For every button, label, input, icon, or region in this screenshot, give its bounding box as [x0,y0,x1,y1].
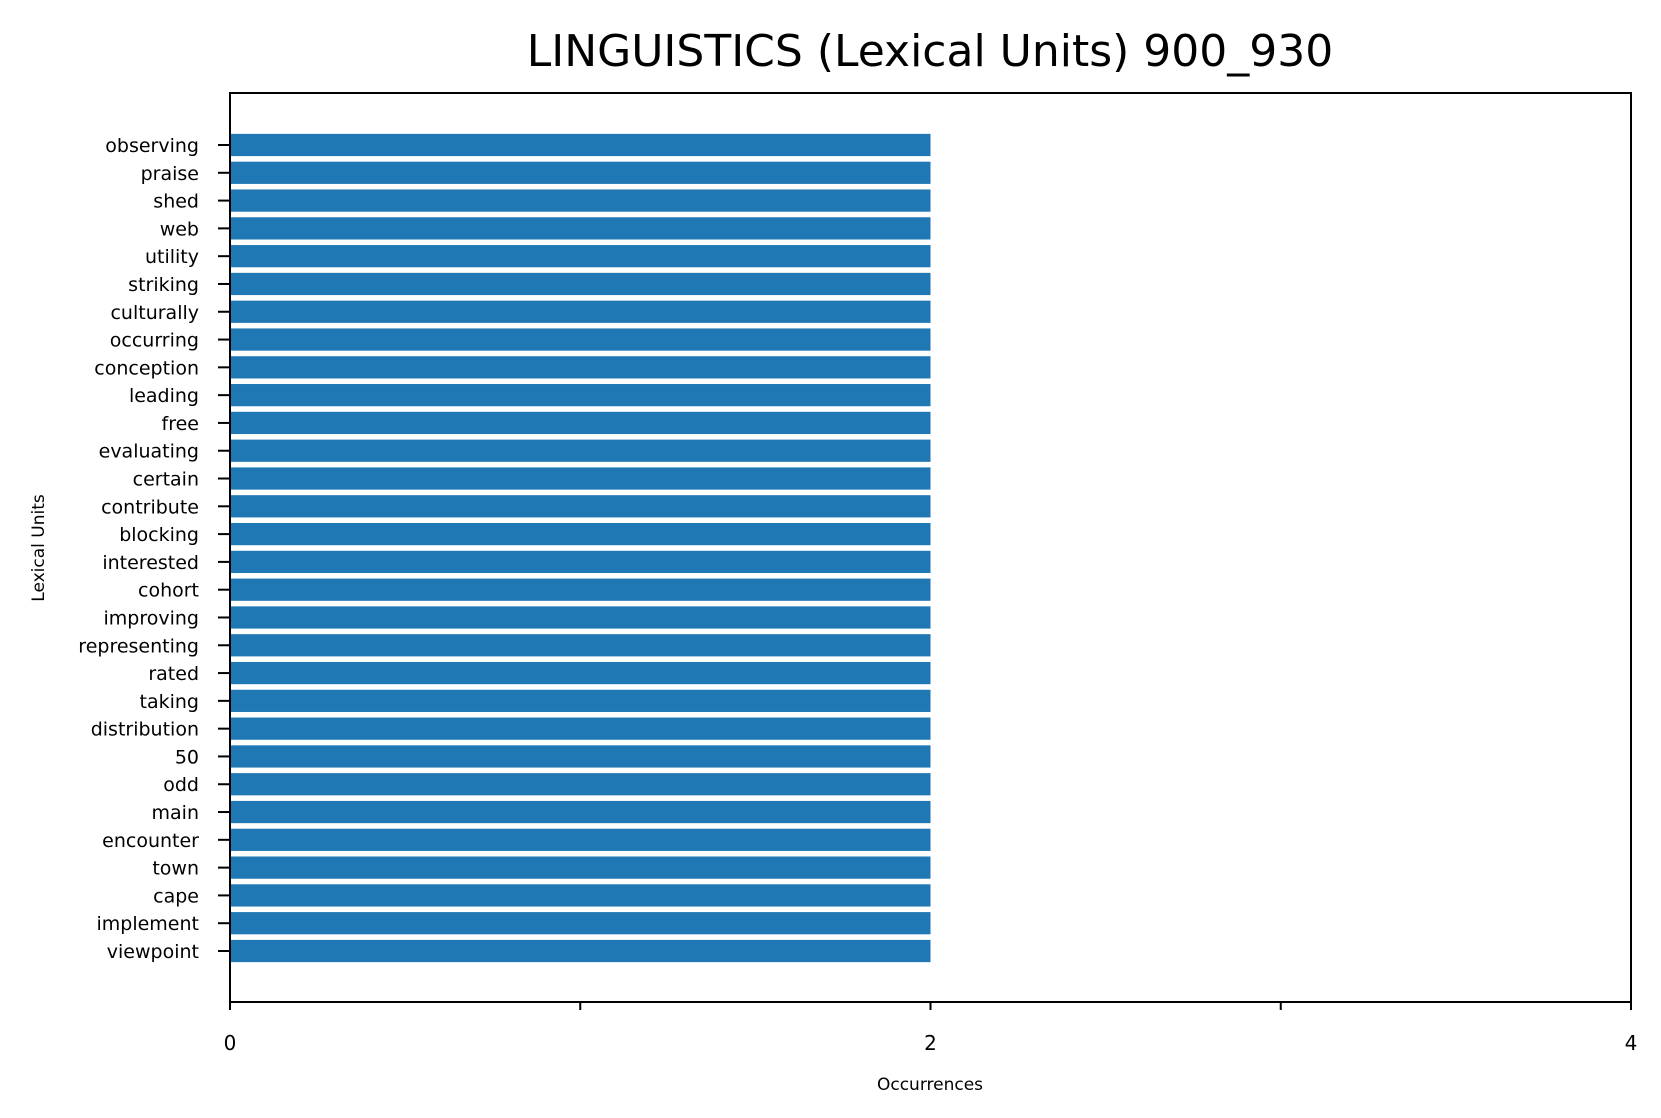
x-axis-ticks: 0 2 4 [224,1002,1638,1055]
bar-occurring [230,328,931,351]
bar-taking [230,689,931,712]
y-tick-label: rated [148,663,199,685]
y-tick-label: praise [141,163,199,185]
y-tick-label: leading [129,385,199,407]
y-tick-label: cape [153,885,199,907]
bar-cape [230,884,931,907]
bar-web [230,217,931,240]
bar-leading [230,384,931,407]
bar-praise [230,161,931,184]
y-tick-label: web [160,218,199,240]
bar-cohort [230,578,931,601]
y-tick-label: utility [145,246,199,268]
chart-title: LINGUISTICS (Lexical Units) 900_930 [527,26,1334,77]
y-tick-label: free [162,413,199,435]
y-tick-label: contribute [101,496,199,518]
y-tick-label: conception [94,357,199,379]
bar-implement [230,912,931,935]
bar-culturally [230,300,931,323]
bar-interested [230,550,931,574]
y-tick-label: town [152,858,199,880]
y-tick-label: 50 [175,746,199,768]
y-tick-label: odd [163,774,199,796]
bar-main [230,800,931,824]
bar-certain [230,467,931,490]
y-tick-label: viewpoint [107,941,199,963]
bar-utility [230,245,931,268]
plot-frame [229,92,1632,1003]
y-tick-label: main [152,802,199,824]
y-tick-label: improving [104,607,200,629]
x-tick-label: 2 [924,1031,937,1055]
bar-blocking [230,522,931,546]
y-tick-label: occurring [110,330,199,352]
y-tick-label: certain [133,469,199,491]
y-tick-label: culturally [110,302,199,324]
bar-contribute [230,495,931,518]
bar-evaluating [230,439,931,462]
bar-conception [230,356,931,379]
y-tick-label: blocking [119,524,199,546]
bar-improving [230,606,931,629]
bar-free [230,411,931,435]
x-axis-label: Occurrences [877,1075,983,1095]
bar-encounter [230,828,931,851]
bar-viewpoint [230,939,931,963]
y-tick-label: encounter [102,830,199,852]
bar-50 [230,745,931,768]
x-tick-label: 0 [224,1031,237,1055]
y-tick-label: shed [153,191,199,213]
bar-odd [230,773,931,796]
bar-rated [230,661,931,685]
y-axis-ticks: observing praise shed web utility striking cul… [78,135,230,963]
bar-observing [230,133,931,157]
y-tick-label: cohort [138,580,199,602]
x-tick-label: 4 [1625,1031,1638,1055]
y-tick-label: evaluating [99,441,199,463]
bars-group [230,133,931,963]
y-tick-label: interested [102,552,199,574]
bar-distribution [230,717,931,740]
y-tick-label: striking [128,274,199,296]
y-axis-label: Lexical Units [29,494,49,602]
y-tick-label: implement [96,913,199,935]
y-tick-label: observing [105,135,199,157]
bar-representing [230,634,931,657]
y-tick-label: taking [140,691,199,713]
bar-striking [230,272,931,296]
y-tick-label: distribution [91,719,199,741]
bar-town [230,856,931,879]
bar-shed [230,189,931,212]
y-tick-label: representing [78,635,199,657]
